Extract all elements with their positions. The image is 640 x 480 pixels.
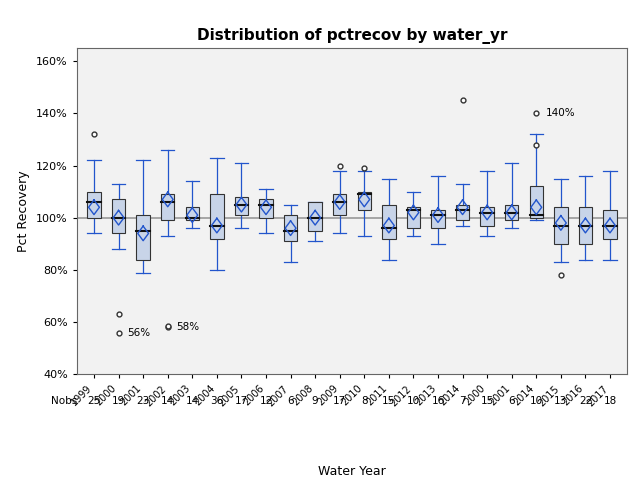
Bar — [186, 207, 199, 220]
Title: Distribution of pctrecov by water_yr: Distribution of pctrecov by water_yr — [196, 28, 508, 44]
Text: 13: 13 — [554, 396, 568, 406]
Bar — [210, 194, 223, 239]
Bar — [604, 210, 617, 239]
Text: 7: 7 — [460, 396, 466, 406]
Text: 36: 36 — [210, 396, 223, 406]
Text: 22: 22 — [579, 396, 592, 406]
Bar — [161, 194, 175, 220]
Text: 15: 15 — [382, 396, 396, 406]
Text: 14: 14 — [186, 396, 199, 406]
Y-axis label: Pct Recovery: Pct Recovery — [17, 170, 31, 252]
Text: 14: 14 — [161, 396, 174, 406]
Text: Nobs: Nobs — [51, 396, 77, 406]
Text: 17: 17 — [235, 396, 248, 406]
Bar — [259, 200, 273, 218]
Bar — [87, 192, 100, 218]
Text: 140%: 140% — [546, 108, 576, 118]
Bar — [382, 204, 396, 239]
Bar — [136, 215, 150, 260]
Text: 56%: 56% — [127, 328, 150, 337]
Text: 18: 18 — [604, 396, 616, 406]
Text: 16: 16 — [431, 396, 445, 406]
Text: 8: 8 — [361, 396, 367, 406]
Text: 23: 23 — [136, 396, 150, 406]
Bar — [456, 204, 469, 220]
Bar — [529, 186, 543, 218]
Text: 12: 12 — [259, 396, 273, 406]
Text: 25: 25 — [88, 396, 100, 406]
Bar — [505, 204, 518, 220]
Text: 17: 17 — [333, 396, 346, 406]
Bar — [284, 215, 298, 241]
Text: Water Year: Water Year — [318, 465, 386, 478]
Bar — [481, 207, 494, 226]
Text: 10: 10 — [530, 396, 543, 406]
Bar — [308, 202, 322, 231]
Bar — [235, 197, 248, 215]
Bar — [112, 200, 125, 233]
Text: 15: 15 — [481, 396, 494, 406]
Bar — [579, 207, 592, 244]
Bar — [358, 192, 371, 210]
Text: 58%: 58% — [176, 323, 200, 332]
Bar — [406, 207, 420, 228]
Text: 6: 6 — [287, 396, 294, 406]
Bar — [554, 207, 568, 244]
Text: 19: 19 — [112, 396, 125, 406]
Text: 6: 6 — [508, 396, 515, 406]
Bar — [333, 194, 346, 215]
Bar — [431, 210, 445, 228]
Text: 9: 9 — [312, 396, 319, 406]
Text: 10: 10 — [407, 396, 420, 406]
